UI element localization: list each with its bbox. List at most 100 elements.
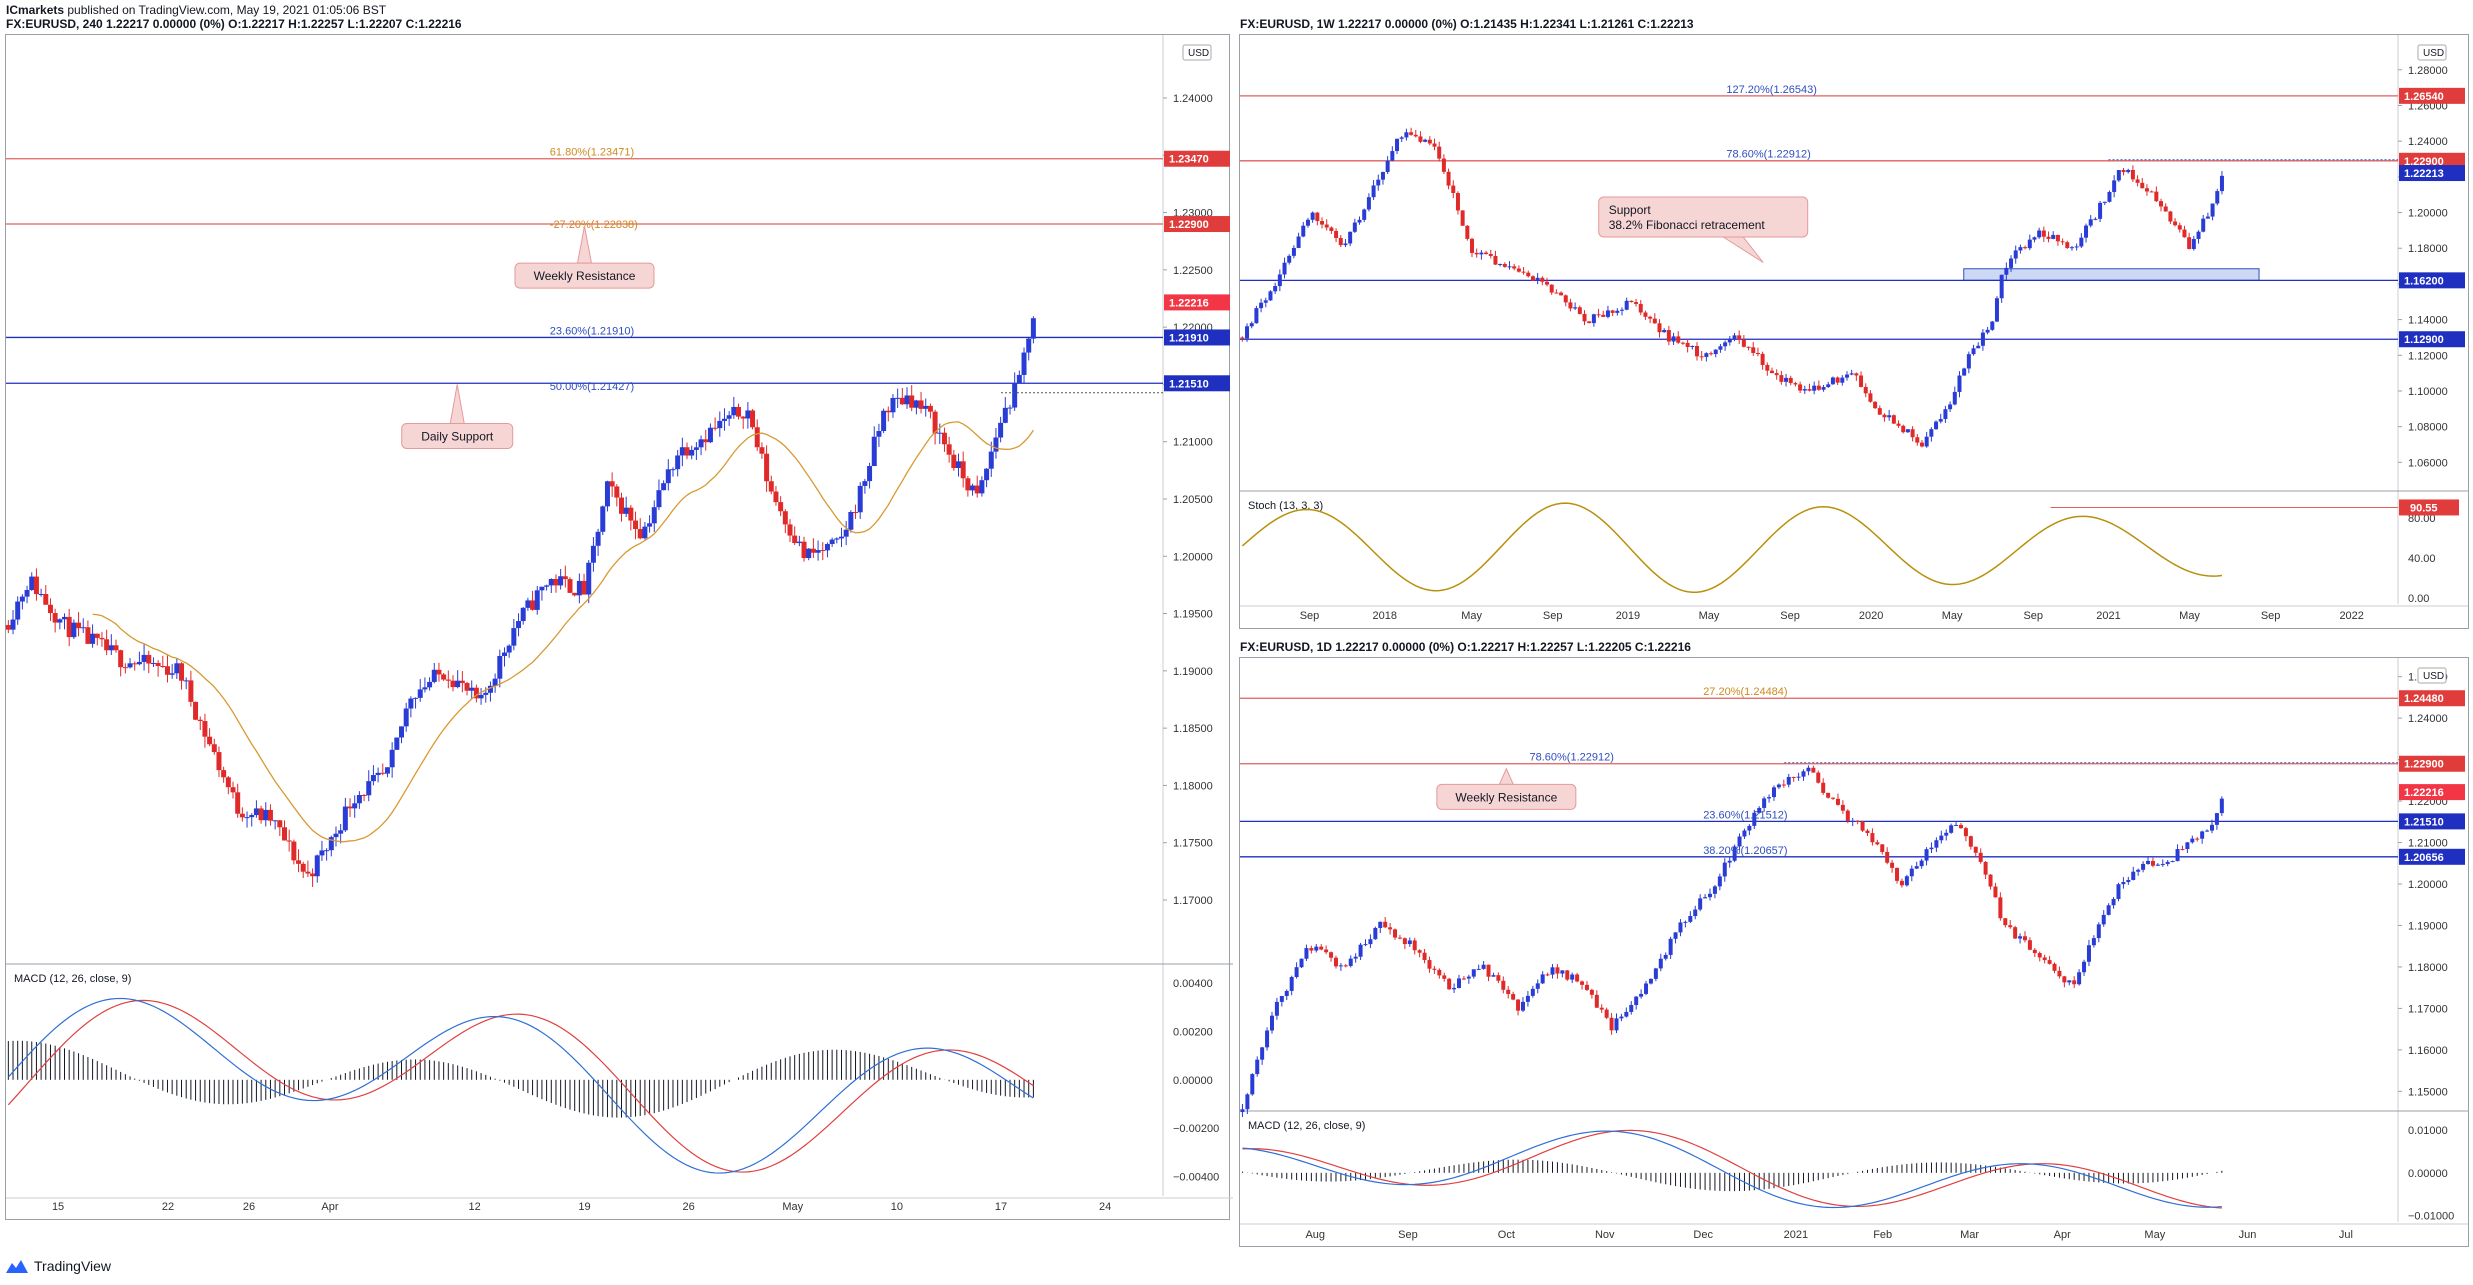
d1-candle-body	[2214, 813, 2219, 825]
h4-price-tag-label: 1.21910	[1169, 332, 1209, 344]
d1-candle-body	[1835, 798, 1840, 805]
w1-candle-body	[2159, 201, 2164, 207]
d1-candle-body	[2150, 860, 2155, 866]
h4-candle-body	[684, 447, 690, 456]
w1-candle-body	[1751, 347, 1756, 354]
w1-candle-body	[1980, 332, 1985, 346]
h4-candle-body	[197, 719, 203, 722]
w1-candle-body	[2079, 237, 2084, 247]
w1-candle-body	[1957, 375, 1962, 392]
w1-candle-body	[1962, 368, 1967, 376]
w1-xtick-label: Sep	[1300, 610, 1320, 622]
w1-candle-body	[1273, 286, 1278, 292]
d1-candle-body	[1899, 880, 1904, 886]
h4-candle-body	[586, 562, 592, 595]
h4-candle-body	[721, 418, 727, 421]
h4-candle-body	[553, 579, 559, 586]
w1-ytick-label: 1.28000	[2408, 65, 2448, 77]
h4-osc-tick-label: 0.00400	[1173, 978, 1213, 990]
w1-candle-body	[1418, 136, 1423, 142]
h4-callout-box	[401, 422, 514, 449]
h4-candle-body	[94, 633, 100, 638]
d1-candle-body	[1240, 1109, 1245, 1113]
h4-candle-body	[717, 420, 723, 429]
w1-candle-body	[2196, 231, 2201, 239]
d1-candle-body	[2185, 842, 2190, 850]
w1-candle-body	[2041, 230, 2046, 237]
w1-ytick-label: 1.20000	[2408, 208, 2448, 220]
w1-candle-body	[1713, 349, 1718, 355]
w1-candle-body	[2009, 258, 2014, 268]
d1-candle-body	[1904, 876, 1909, 886]
h4-price-tag-bg	[1164, 375, 1230, 392]
h4-candle-body	[618, 497, 624, 514]
h4-chart-panel[interactable]	[5, 34, 1230, 1220]
h4-candle-body	[731, 406, 737, 416]
tradingview-footer[interactable]: TradingView	[6, 1258, 111, 1274]
d1-candle-body	[2018, 936, 2023, 939]
w1-candle-body	[1563, 295, 1568, 303]
h4-price-tag-bg	[1164, 150, 1230, 167]
w1-candle-body	[1338, 238, 1343, 246]
h4-candle-body	[590, 545, 596, 563]
d1-candle-body	[1294, 967, 1299, 978]
d1-candle-body	[1383, 921, 1388, 928]
h4-candle-body	[469, 687, 475, 691]
d1-candle-body	[1732, 846, 1737, 861]
w1-candle-body	[1474, 252, 1479, 255]
h4-candle-body	[202, 721, 208, 737]
w1-candle-body	[1859, 375, 1864, 387]
d1-chart-panel[interactable]	[1239, 657, 2469, 1247]
w1-candle-body	[1746, 346, 1751, 348]
h4-candle-body	[29, 576, 35, 590]
d1-candle-body	[1417, 950, 1422, 953]
w1-candle-body	[1676, 336, 1681, 343]
d1-ytick-label: 1.16000	[2408, 1045, 2448, 1057]
h4-candle-body	[712, 427, 718, 429]
h4-candle-body	[848, 511, 854, 530]
w1-candle-body	[1966, 354, 1971, 369]
d1-xtick-label: Jul	[2339, 1229, 2353, 1241]
d1-candle-body	[1821, 782, 1826, 793]
w1-candle-body	[2210, 203, 2215, 217]
w1-candle-body	[1910, 429, 1915, 438]
w1-chart-panel[interactable]	[1239, 34, 2469, 629]
h4-candle-body	[328, 837, 334, 851]
h4-candle-body	[1030, 318, 1036, 339]
d1-candle-body	[1653, 968, 1658, 979]
h4-candle-body	[487, 685, 493, 693]
w1-candle-body	[2149, 191, 2154, 193]
d1-candle-body	[1958, 824, 1963, 829]
h4-candle-body	[642, 526, 648, 539]
d1-candle-body	[1289, 977, 1294, 991]
h4-candle-body	[628, 507, 634, 521]
h4-candle-body	[403, 708, 409, 727]
w1-chart: 1.280001.260001.240001.220001.200001.180…	[1240, 35, 2468, 622]
h4-candle-body	[277, 820, 283, 828]
d1-candle-body	[1520, 1001, 1525, 1011]
w1-osc-tick-label: 80.00	[2408, 513, 2436, 525]
d1-candle-body	[1279, 996, 1284, 1002]
h4-candle-body	[829, 539, 835, 545]
h4-candle-body	[90, 633, 96, 644]
h4-osc-tick-label: −0.00200	[1173, 1123, 1219, 1135]
d1-candle-body	[1988, 874, 1993, 887]
d1-candle-body	[1265, 1030, 1270, 1048]
h4-candle-body	[1026, 338, 1032, 353]
w1-candle-body	[1441, 158, 1446, 172]
d1-candle-body	[1752, 812, 1757, 826]
h4-ytick-label: 1.17000	[1173, 895, 1213, 907]
h4-candle-body	[927, 405, 933, 412]
w1-candle-body	[1334, 230, 1339, 239]
h4-candle-body	[230, 787, 236, 793]
h4-candle-body	[267, 809, 273, 821]
w1-candle-body	[1301, 225, 1306, 237]
d1-candle-body	[1826, 792, 1831, 798]
d1-candle-body	[1983, 861, 1988, 875]
w1-candle-body	[1704, 353, 1709, 357]
h4-candle-body	[754, 427, 760, 448]
h4-candle-body	[764, 453, 770, 482]
h4-candle-body	[146, 654, 152, 664]
h4-candle-body	[946, 444, 952, 455]
d1-candle-body	[1491, 975, 1496, 977]
